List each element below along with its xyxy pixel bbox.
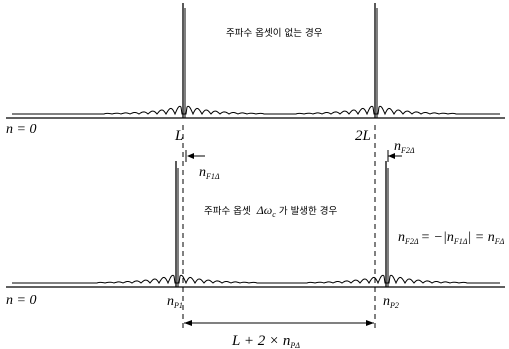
offset-2-label: nF2Δ <box>394 139 415 155</box>
bottom-panel: 주파수 옵셋 Δωc 가 발생한 경우 n = 0 nP1 nP2 nF2Δ = −|… <box>6 161 505 310</box>
top-origin-label: n = 0 <box>6 122 36 137</box>
distance-label: L + 2 × nPΔ <box>231 333 300 349</box>
distance-arrow-right-head <box>366 320 374 326</box>
top-peak-1-label: L <box>174 128 183 144</box>
top-ripple-waveform <box>12 105 500 116</box>
offset-arrow-1: nF1Δ <box>185 150 220 181</box>
offset-equation: nF2Δ = −|nF1Δ| = nFΔ <box>398 230 505 246</box>
bottom-peak-2-label: nP2 <box>383 294 399 310</box>
offset-arrow-2: nF2Δ <box>387 139 415 162</box>
bottom-caption: 주파수 옵셋 Δωc 가 발생한 경우 <box>204 203 338 219</box>
offset-arrow-2-head <box>388 153 395 159</box>
bottom-peak-1-label: nP1 <box>167 294 183 310</box>
top-caption: 주파수 옵셋이 없는 경우 <box>226 27 323 39</box>
top-panel: 주파수 옵셋이 없는 경우 n = 0 L 2L <box>6 3 505 144</box>
offset-arrow-1-head <box>187 153 194 159</box>
alignment-guides <box>182 125 376 328</box>
top-peak-2-label: 2L <box>355 128 371 144</box>
bottom-origin-label: n = 0 <box>6 293 36 308</box>
distance-arrow: L + 2 × nPΔ <box>184 320 374 349</box>
bottom-ripple-waveform <box>12 274 500 285</box>
distance-arrow-left-head <box>184 320 192 326</box>
offset-1-label: nF1Δ <box>199 165 220 181</box>
